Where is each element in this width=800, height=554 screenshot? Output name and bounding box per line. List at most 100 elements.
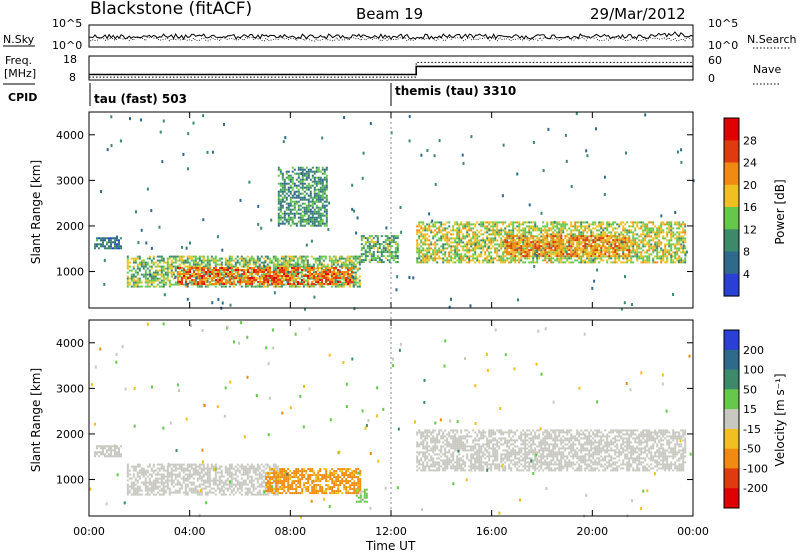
range-cell <box>680 239 683 242</box>
range-cell <box>321 172 324 175</box>
range-cell <box>646 231 649 234</box>
range-cell <box>432 235 435 238</box>
range-cell <box>426 243 429 246</box>
range-cell <box>285 277 288 279</box>
range-cell <box>416 243 419 246</box>
scatter-point <box>399 206 402 209</box>
scatter-point <box>195 276 198 280</box>
range-cell <box>502 239 505 242</box>
range-cell <box>309 269 312 271</box>
range-cell <box>289 198 292 201</box>
range-cell <box>582 261 585 264</box>
range-cell <box>254 265 257 268</box>
range-cell <box>416 249 419 252</box>
range-cell <box>568 241 571 244</box>
range-cell <box>307 188 310 191</box>
range-cell <box>636 221 639 224</box>
range-cell <box>430 247 433 250</box>
range-cell <box>534 221 537 224</box>
range-cell <box>319 218 322 221</box>
range-cell <box>305 212 308 215</box>
range-cell <box>594 227 597 230</box>
range-cell <box>273 275 276 277</box>
range-cell <box>618 239 621 242</box>
scatter-point <box>206 279 209 283</box>
range-cell <box>170 267 173 270</box>
range-cell <box>261 275 264 277</box>
range-cell <box>496 231 499 234</box>
range-cell <box>283 267 286 269</box>
range-cell <box>194 263 197 266</box>
range-cell <box>564 225 567 228</box>
range-cell <box>492 259 495 262</box>
range-cell <box>614 255 617 258</box>
range-cell <box>102 449 104 452</box>
range-cell <box>202 261 205 264</box>
range-cell <box>570 229 573 232</box>
range-cell <box>317 275 320 277</box>
range-cell <box>508 229 511 232</box>
range-cell <box>652 261 655 264</box>
range-cell <box>550 247 553 250</box>
range-cell <box>330 259 333 262</box>
range-cell <box>568 239 571 242</box>
range-cell <box>580 259 583 262</box>
range-cell <box>438 237 441 240</box>
range-cell <box>652 259 655 262</box>
range-cell <box>376 249 379 252</box>
range-cell <box>215 279 218 281</box>
range-cell <box>494 223 497 226</box>
range-cell <box>648 241 651 244</box>
range-cell <box>512 227 515 230</box>
range-cell <box>556 253 559 256</box>
range-cell <box>622 237 625 240</box>
range-cell <box>235 267 238 269</box>
range-cell <box>586 257 589 260</box>
range-cell <box>198 259 201 262</box>
range-cell <box>600 257 603 260</box>
range-cell <box>138 285 141 288</box>
range-cell <box>504 249 507 252</box>
range-cell <box>291 194 294 197</box>
range-cell <box>309 200 312 203</box>
range-cell <box>291 220 294 223</box>
range-cell <box>472 257 475 260</box>
range-cell <box>317 222 320 225</box>
range-cell <box>456 251 459 254</box>
range-cell <box>240 285 243 288</box>
range-cell <box>590 235 593 238</box>
range-cell <box>179 273 182 275</box>
range-cell <box>424 239 427 242</box>
range-cell <box>118 449 120 452</box>
range-cell <box>340 275 343 278</box>
range-cell <box>416 229 419 232</box>
range-cell <box>644 225 647 228</box>
range-cell <box>660 243 663 246</box>
range-cell <box>602 241 605 244</box>
range-cell <box>290 279 293 282</box>
range-cell <box>251 279 254 281</box>
range-cell <box>574 233 577 236</box>
range-cell <box>434 249 437 252</box>
range-cell <box>458 241 461 244</box>
range-cell <box>313 222 316 225</box>
range-cell <box>616 239 619 242</box>
range-cell <box>592 245 595 248</box>
range-cell <box>464 259 467 262</box>
range-cell <box>636 233 639 236</box>
range-cell <box>360 243 363 246</box>
scatter-point <box>216 235 219 239</box>
range-cell <box>654 231 657 234</box>
range-cell <box>283 188 286 191</box>
range-cell <box>110 449 112 452</box>
range-cell <box>321 277 324 279</box>
range-cell <box>434 233 437 236</box>
range-cell <box>684 231 687 234</box>
range-cell <box>108 445 110 448</box>
range-cell <box>642 259 645 262</box>
range-cell <box>628 255 631 258</box>
range-cell <box>468 235 471 238</box>
range-cell <box>566 239 569 242</box>
range-cell <box>634 241 637 244</box>
range-cell <box>590 243 593 246</box>
